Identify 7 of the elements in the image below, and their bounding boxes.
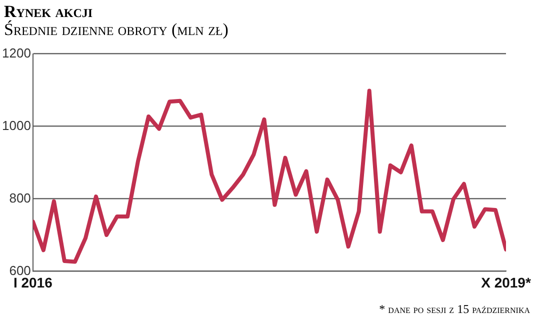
y-tick-label: 1200: [2, 45, 31, 60]
y-tick-label: 1000: [2, 118, 31, 133]
y-tick-label: 800: [9, 190, 31, 206]
x-tick-label: X 2019*: [481, 274, 532, 290]
text: * dane po sesji z 15 października: [379, 302, 530, 317]
chart-title: Rynek akcji: [4, 2, 93, 21]
chart-subtitle: Średnie dzienne obroty (mln zł): [4, 20, 228, 40]
